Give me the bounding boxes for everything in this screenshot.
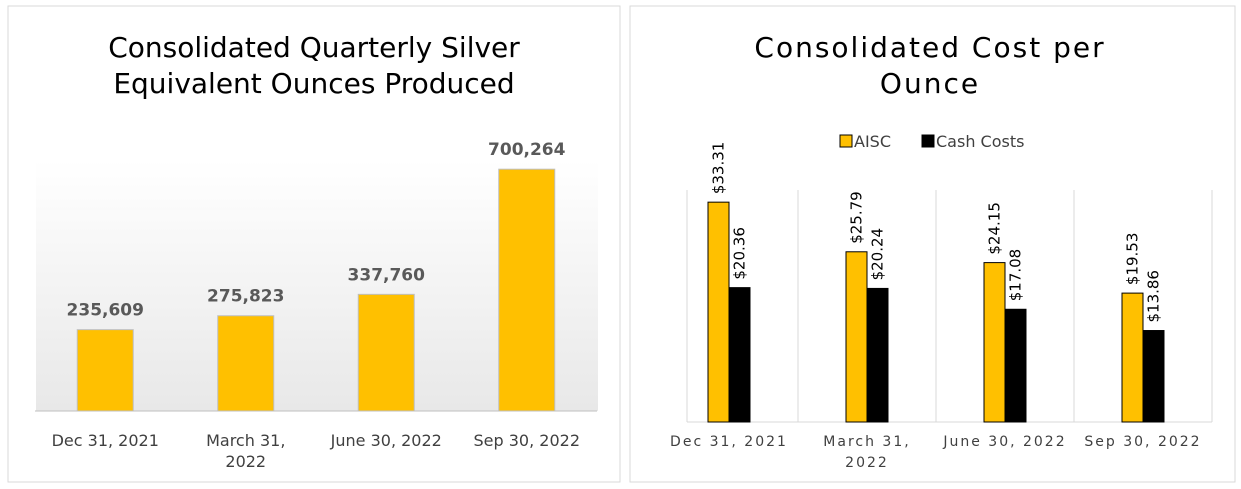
data-label: $17.08 bbox=[1007, 249, 1025, 302]
bar bbox=[707, 201, 730, 423]
bar bbox=[1142, 330, 1165, 423]
data-label: 235,609 bbox=[67, 301, 144, 321]
data-label: 275,823 bbox=[207, 287, 284, 307]
x-tick-label: June 30, 2022 bbox=[330, 431, 442, 450]
legend-label: AISC bbox=[854, 132, 891, 151]
bar bbox=[866, 287, 889, 423]
x-tick-label: Dec 31, 2021 bbox=[51, 431, 159, 450]
x-tick-label: June 30, 2022 bbox=[943, 434, 1067, 450]
chart-title: Consolidated Quarterly Silver Equivalent… bbox=[108, 31, 520, 100]
data-label: $33.31 bbox=[710, 142, 728, 195]
data-label: 337,760 bbox=[348, 265, 426, 285]
bar bbox=[76, 329, 134, 412]
x-tick-label: Sep 30, 2022 bbox=[473, 431, 581, 450]
data-label: $13.86 bbox=[1145, 270, 1163, 323]
bar bbox=[217, 315, 275, 412]
bar bbox=[357, 293, 415, 412]
bar bbox=[1004, 308, 1027, 423]
data-label: $24.15 bbox=[986, 202, 1004, 255]
data-label: 700,264 bbox=[488, 140, 566, 160]
x-tick-label: March 31, 2022 bbox=[823, 434, 911, 471]
bar bbox=[845, 251, 868, 423]
data-label: $20.36 bbox=[731, 227, 749, 280]
bar bbox=[1121, 292, 1144, 423]
legend-label: Cash Costs bbox=[936, 132, 1024, 151]
x-tick-label: Sep 30, 2022 bbox=[1084, 434, 1202, 450]
bar bbox=[983, 262, 1006, 423]
data-label: $20.24 bbox=[869, 228, 887, 281]
data-label: $25.79 bbox=[848, 191, 866, 244]
x-tick-label: Dec 31, 2021 bbox=[670, 434, 788, 450]
bar bbox=[728, 287, 751, 423]
x-tick-label: March 31, 2022 bbox=[206, 431, 286, 471]
legend-swatch bbox=[921, 134, 935, 148]
chart-title: Consolidated Cost per Ounce bbox=[754, 31, 1106, 100]
bar bbox=[498, 168, 556, 412]
legend-swatch bbox=[839, 134, 853, 148]
data-label: $19.53 bbox=[1124, 233, 1142, 286]
